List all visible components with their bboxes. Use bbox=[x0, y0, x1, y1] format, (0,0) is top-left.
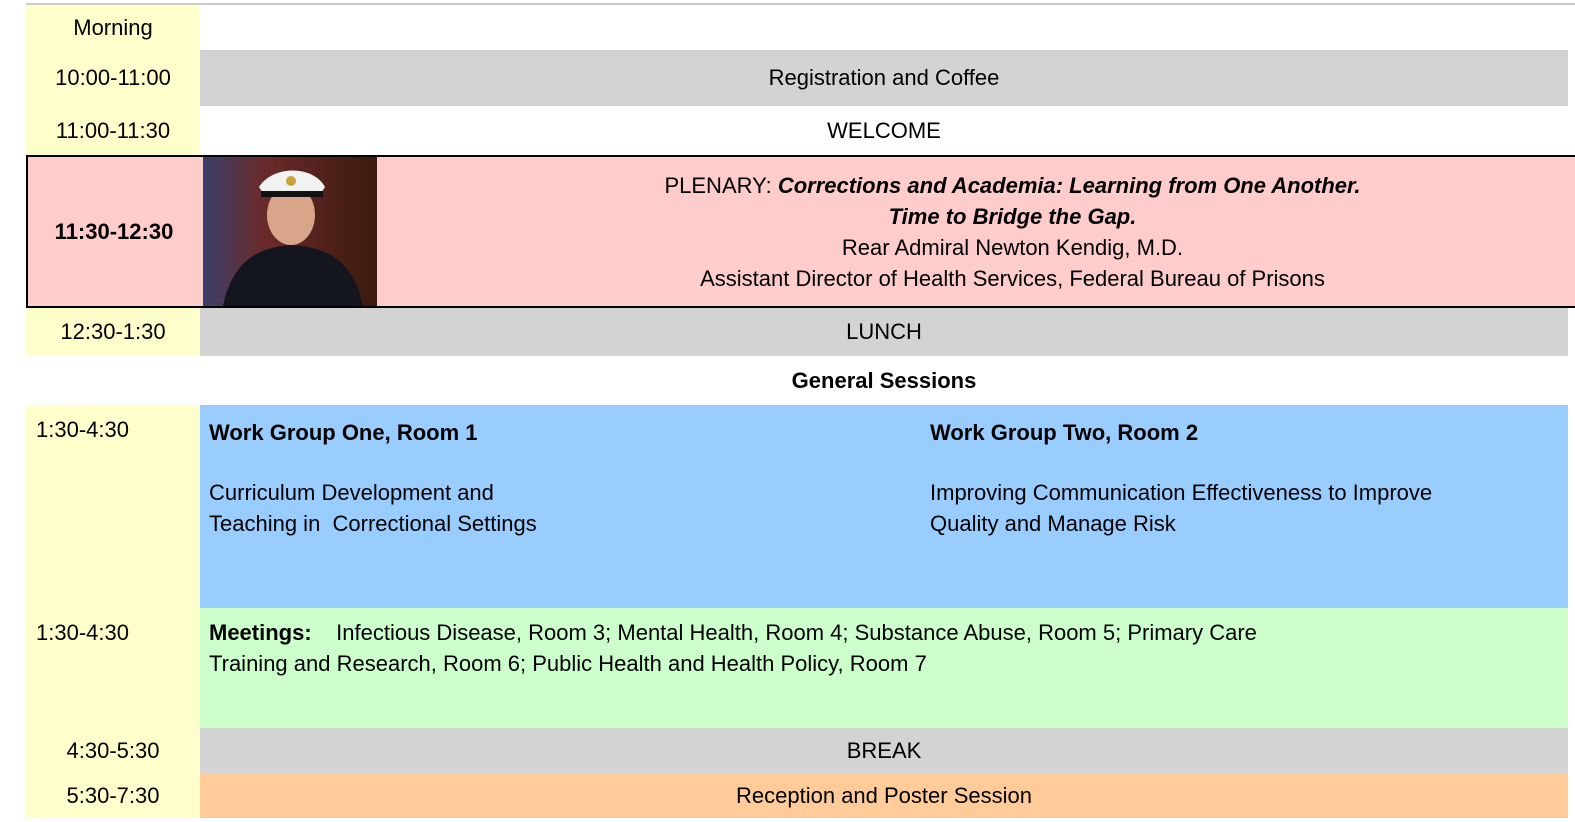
speaker-photo bbox=[203, 157, 377, 306]
heading: Work Group One, Room 1 bbox=[209, 420, 478, 445]
desc: Infectious Disease, Room 3; Mental Healt… bbox=[336, 620, 1257, 645]
time: 10:00-11:00 bbox=[26, 50, 200, 106]
session: BREAK bbox=[200, 728, 1568, 773]
title: Time to Bridge the Gap. bbox=[888, 203, 1137, 229]
label: Meetings: bbox=[209, 620, 312, 645]
meetings bbox=[200, 608, 1568, 728]
plenary-title: PLENARY: Corrections and Academia: Learn… bbox=[664, 170, 1360, 201]
time: 11:30-12:30 bbox=[54, 218, 174, 244]
plenary: PLENARY: Corrections and Academia: Learn… bbox=[377, 157, 1568, 306]
position: Assistant Director of Health Services, F… bbox=[700, 265, 1325, 291]
session: LUNCH bbox=[200, 308, 1568, 356]
time: 5:30-7:30 bbox=[26, 773, 200, 818]
time: 4:30-5:30 bbox=[26, 728, 200, 773]
desc: Training and Research, Room 6; Public He… bbox=[209, 651, 927, 676]
title: Corrections and Academia: Learning from … bbox=[777, 172, 1361, 198]
label: PLENARY: bbox=[664, 172, 772, 198]
heading: Work Group Two, Room 2 bbox=[930, 420, 1199, 445]
desc: Curriculum Development and bbox=[209, 480, 494, 505]
section-heading: General Sessions bbox=[791, 367, 977, 393]
time: 1:30-4:30 bbox=[26, 405, 200, 608]
work-groups bbox=[200, 405, 1568, 608]
session: Reception and Poster Session bbox=[200, 773, 1568, 818]
work-group: Work Group Two, Room 2 Improving Communi… bbox=[930, 417, 1432, 539]
speaker: Rear Admiral Newton Kendig, M.D. bbox=[841, 234, 1184, 260]
time: Morning bbox=[26, 5, 200, 50]
desc: Quality and Manage Risk bbox=[930, 511, 1176, 536]
time: 1:30-4:30 bbox=[26, 608, 200, 728]
meetings-text: Meetings: Infectious Disease, Room 3; Me… bbox=[209, 617, 1257, 679]
top-border bbox=[26, 3, 1575, 5]
time: 11:00-11:30 bbox=[26, 106, 200, 155]
session: Registration and Coffee bbox=[200, 50, 1568, 106]
desc: Teaching in Correctional Settings bbox=[209, 511, 537, 536]
work-group: Work Group One, Room 1 Curriculum Develo… bbox=[209, 417, 537, 539]
session: WELCOME bbox=[827, 117, 941, 143]
time: 12:30-1:30 bbox=[26, 308, 200, 356]
desc: Improving Communication Effectiveness to… bbox=[930, 480, 1433, 505]
